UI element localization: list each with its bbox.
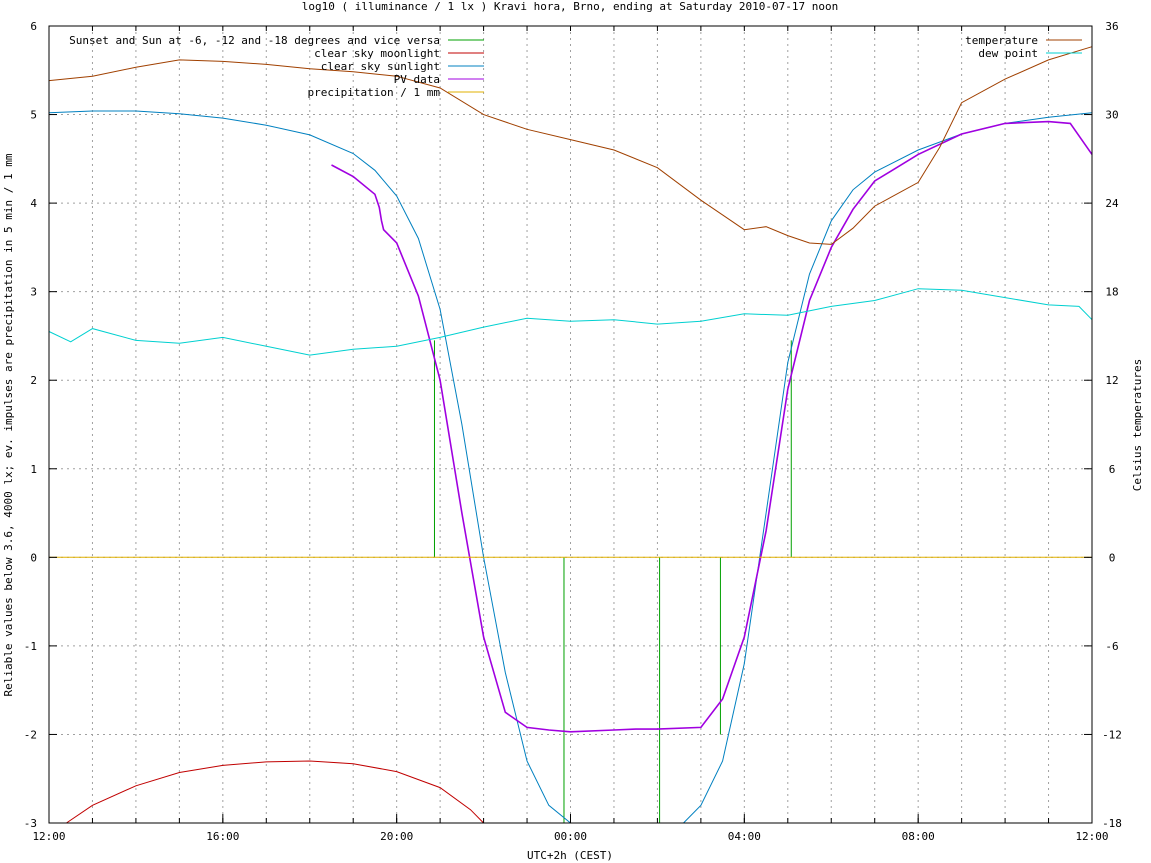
- legend-label: precipitation / 1 mm: [308, 86, 441, 99]
- series-line-temperature: [48, 46, 1093, 245]
- x-tick-label: 20:00: [380, 830, 413, 843]
- chart-title: log10 ( illuminance / 1 lx ) Kravi hora,…: [302, 0, 838, 13]
- y2-axis-label: Celsius temperatures: [1131, 359, 1144, 491]
- y-tick-label: 2: [30, 374, 37, 387]
- y2-tick-label: 6: [1109, 463, 1116, 476]
- y2-tick-label: 36: [1105, 20, 1118, 33]
- y2-tick-label: 0: [1109, 551, 1116, 564]
- chart-series: [48, 46, 1093, 824]
- x-tick-label: 12:00: [1075, 830, 1108, 843]
- y-axis-label: Reliable values below 3.6, 4000 lx; ev. …: [2, 153, 15, 696]
- legend-label: temperature: [965, 34, 1038, 47]
- y-tick-label: 6: [30, 20, 37, 33]
- series-line-pv-data: [331, 120, 1093, 733]
- x-tick-label: 12:00: [32, 830, 65, 843]
- y-tick-label: 5: [30, 109, 37, 122]
- y2-tick-label: 24: [1105, 197, 1119, 210]
- series-line-dew-point: [48, 288, 1093, 356]
- x-tick-label: 08:00: [902, 830, 935, 843]
- y2-tick-label: 12: [1105, 374, 1118, 387]
- legend-label: PV data: [394, 73, 440, 86]
- x-tick-label: 16:00: [206, 830, 239, 843]
- y2-tick-label: -18: [1102, 817, 1122, 830]
- legend-label: Sunset and Sun at -6, -12 and -18 degree…: [69, 34, 440, 47]
- chart-ticks: 12:00 16:00 20:00 00:00 04:00 08:00 12:00 6 5 4 3 2…: [24, 20, 1122, 843]
- y2-tick-label: 18: [1105, 286, 1118, 299]
- chart-legend: Sunset and Sun at -6, -12 and -18 degree…: [69, 34, 1082, 99]
- y-tick-label: -3: [24, 817, 37, 830]
- y-tick-label: -2: [24, 728, 37, 741]
- y-tick-label: 0: [30, 551, 37, 564]
- x-tick-label: 04:00: [728, 830, 761, 843]
- y2-tick-label: -12: [1102, 728, 1122, 741]
- y-tick-label: 1: [30, 463, 37, 476]
- y2-tick-label: -6: [1105, 640, 1118, 653]
- chart-grid: [49, 26, 1092, 823]
- x-axis-label: UTC+2h (CEST): [527, 849, 613, 862]
- y-tick-label: 3: [30, 286, 37, 299]
- x-tick-label: 00:00: [554, 830, 587, 843]
- y-tick-label: -1: [24, 640, 37, 653]
- legend-label: clear sky moonlight: [314, 47, 440, 60]
- series-line-clear-sky-moonlight: [66, 760, 484, 824]
- legend-label: dew point: [978, 47, 1038, 60]
- legend-label: clear sky sunlight: [321, 60, 440, 73]
- y2-tick-label: 30: [1105, 109, 1118, 122]
- y-tick-label: 4: [30, 197, 37, 210]
- series-line-clear-sky-sunlight: [48, 110, 1093, 824]
